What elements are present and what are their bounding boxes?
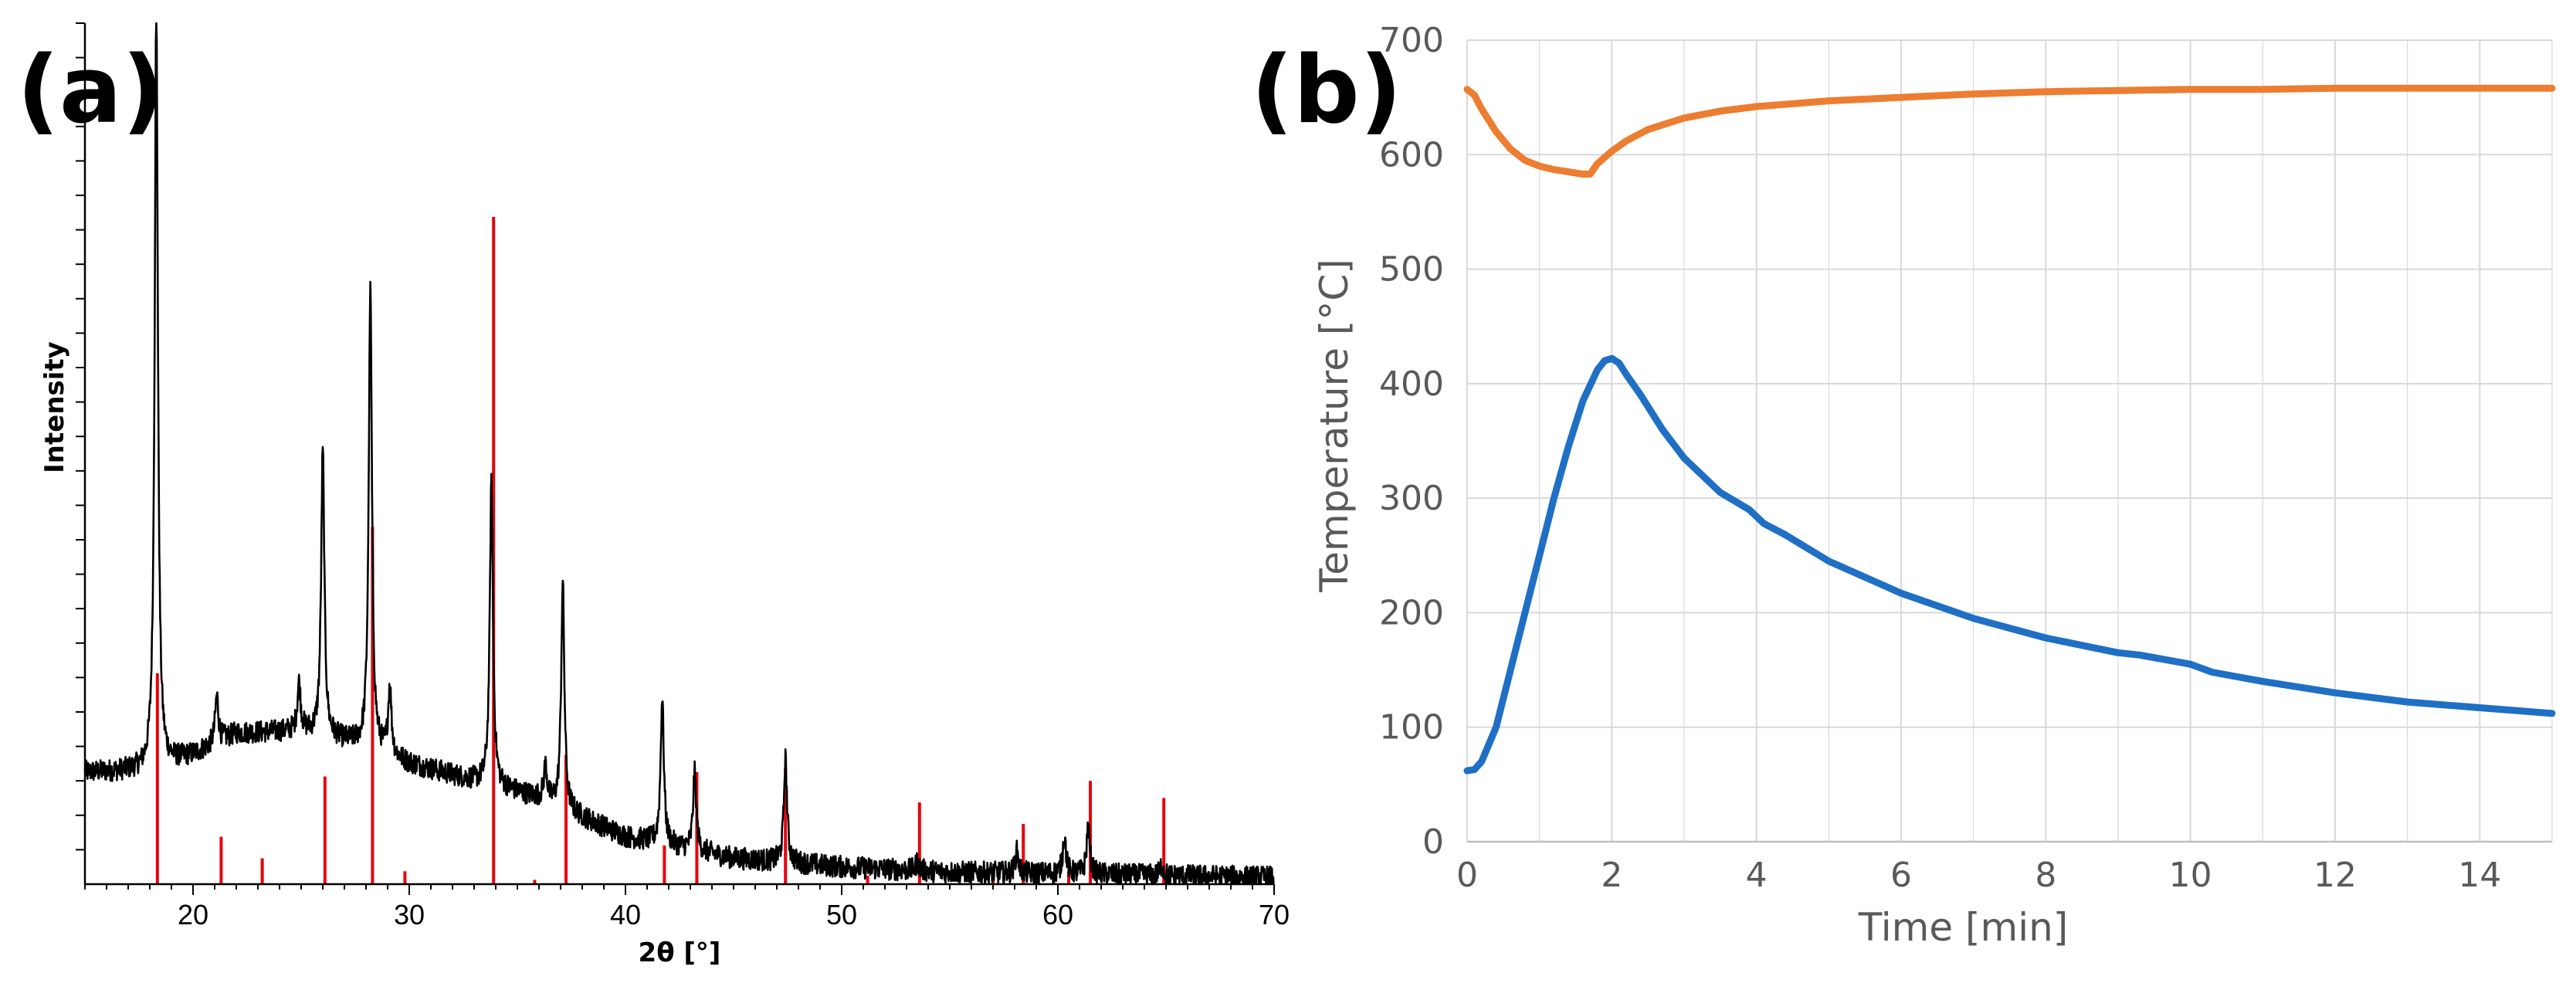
panel-a-xrd-chart: (a) 20 30 40 50 60 70 2θ [°] Intensity xyxy=(17,22,1290,968)
panel-b-x-tick-label: 10 xyxy=(2169,856,2212,895)
panel-b-y-tick-label: 600 xyxy=(1379,135,1444,175)
panel-a-label: (a) xyxy=(17,37,164,144)
panel-a-y-axis-label: Intensity xyxy=(39,341,70,473)
panel-a-x-tick-label: 50 xyxy=(826,899,857,930)
panel-b-y-tick-label: 100 xyxy=(1379,708,1444,747)
panel-b-axes: 0 100 200 300 400 500 600 700 0 2 4 6 8 10 12 14 xyxy=(1379,21,2552,895)
panel-b-series xyxy=(1463,84,2556,775)
panel-a-x-tick-label: 70 xyxy=(1259,899,1290,930)
panel-b-y-tick-label: 400 xyxy=(1379,364,1444,404)
panel-a-plot-area xyxy=(83,22,1275,886)
panel-b-x-tick-label: 2 xyxy=(1601,856,1622,895)
panel-b-label: (b) xyxy=(1251,37,1402,144)
panel-b-x-tick-label: 4 xyxy=(1746,856,1768,895)
panel-a-x-axis-label: 2θ [°] xyxy=(639,937,721,968)
panel-b-y-tick-label: 500 xyxy=(1379,250,1444,290)
panel-b-y-tick-label: 200 xyxy=(1379,593,1444,632)
panel-a-x-tick-label: 30 xyxy=(394,899,425,930)
panel-b-x-tick-label: 14 xyxy=(2458,856,2501,895)
panel-b-x-tick-label: 8 xyxy=(2035,856,2056,895)
panel-a-x-tick-label: 20 xyxy=(178,899,208,930)
xrd-pattern-line xyxy=(83,22,1275,886)
panel-b-x-tick-label: 12 xyxy=(2313,856,2357,895)
panel-a-x-tick-label: 60 xyxy=(1042,899,1073,930)
upper-temperature-series-line xyxy=(1463,84,2556,178)
panel-b-temperature-chart: (b) 0 100 200 300 400 500 600 700 0 2 4 6 8 10 12 14 Ti… xyxy=(1251,21,2556,950)
panel-b-y-axis-label: Temperature [°C] xyxy=(1312,259,1357,593)
panel-b-y-tick-label: 300 xyxy=(1379,479,1444,518)
panel-b-gridlines xyxy=(1466,39,2553,842)
panel-b-x-axis-label: Time [min] xyxy=(1858,905,2069,950)
lower-temperature-series-line xyxy=(1463,354,2556,775)
panel-a-x-tick-label: 40 xyxy=(610,899,641,930)
panel-a-axes: 20 30 40 50 60 70 xyxy=(76,22,1290,930)
panel-b-y-tick-label: 700 xyxy=(1379,21,1444,60)
panel-b-y-tick-label: 0 xyxy=(1422,822,1444,862)
panel-b-x-tick-label: 6 xyxy=(1890,856,1912,895)
panel-b-x-tick-label: 0 xyxy=(1456,856,1478,895)
